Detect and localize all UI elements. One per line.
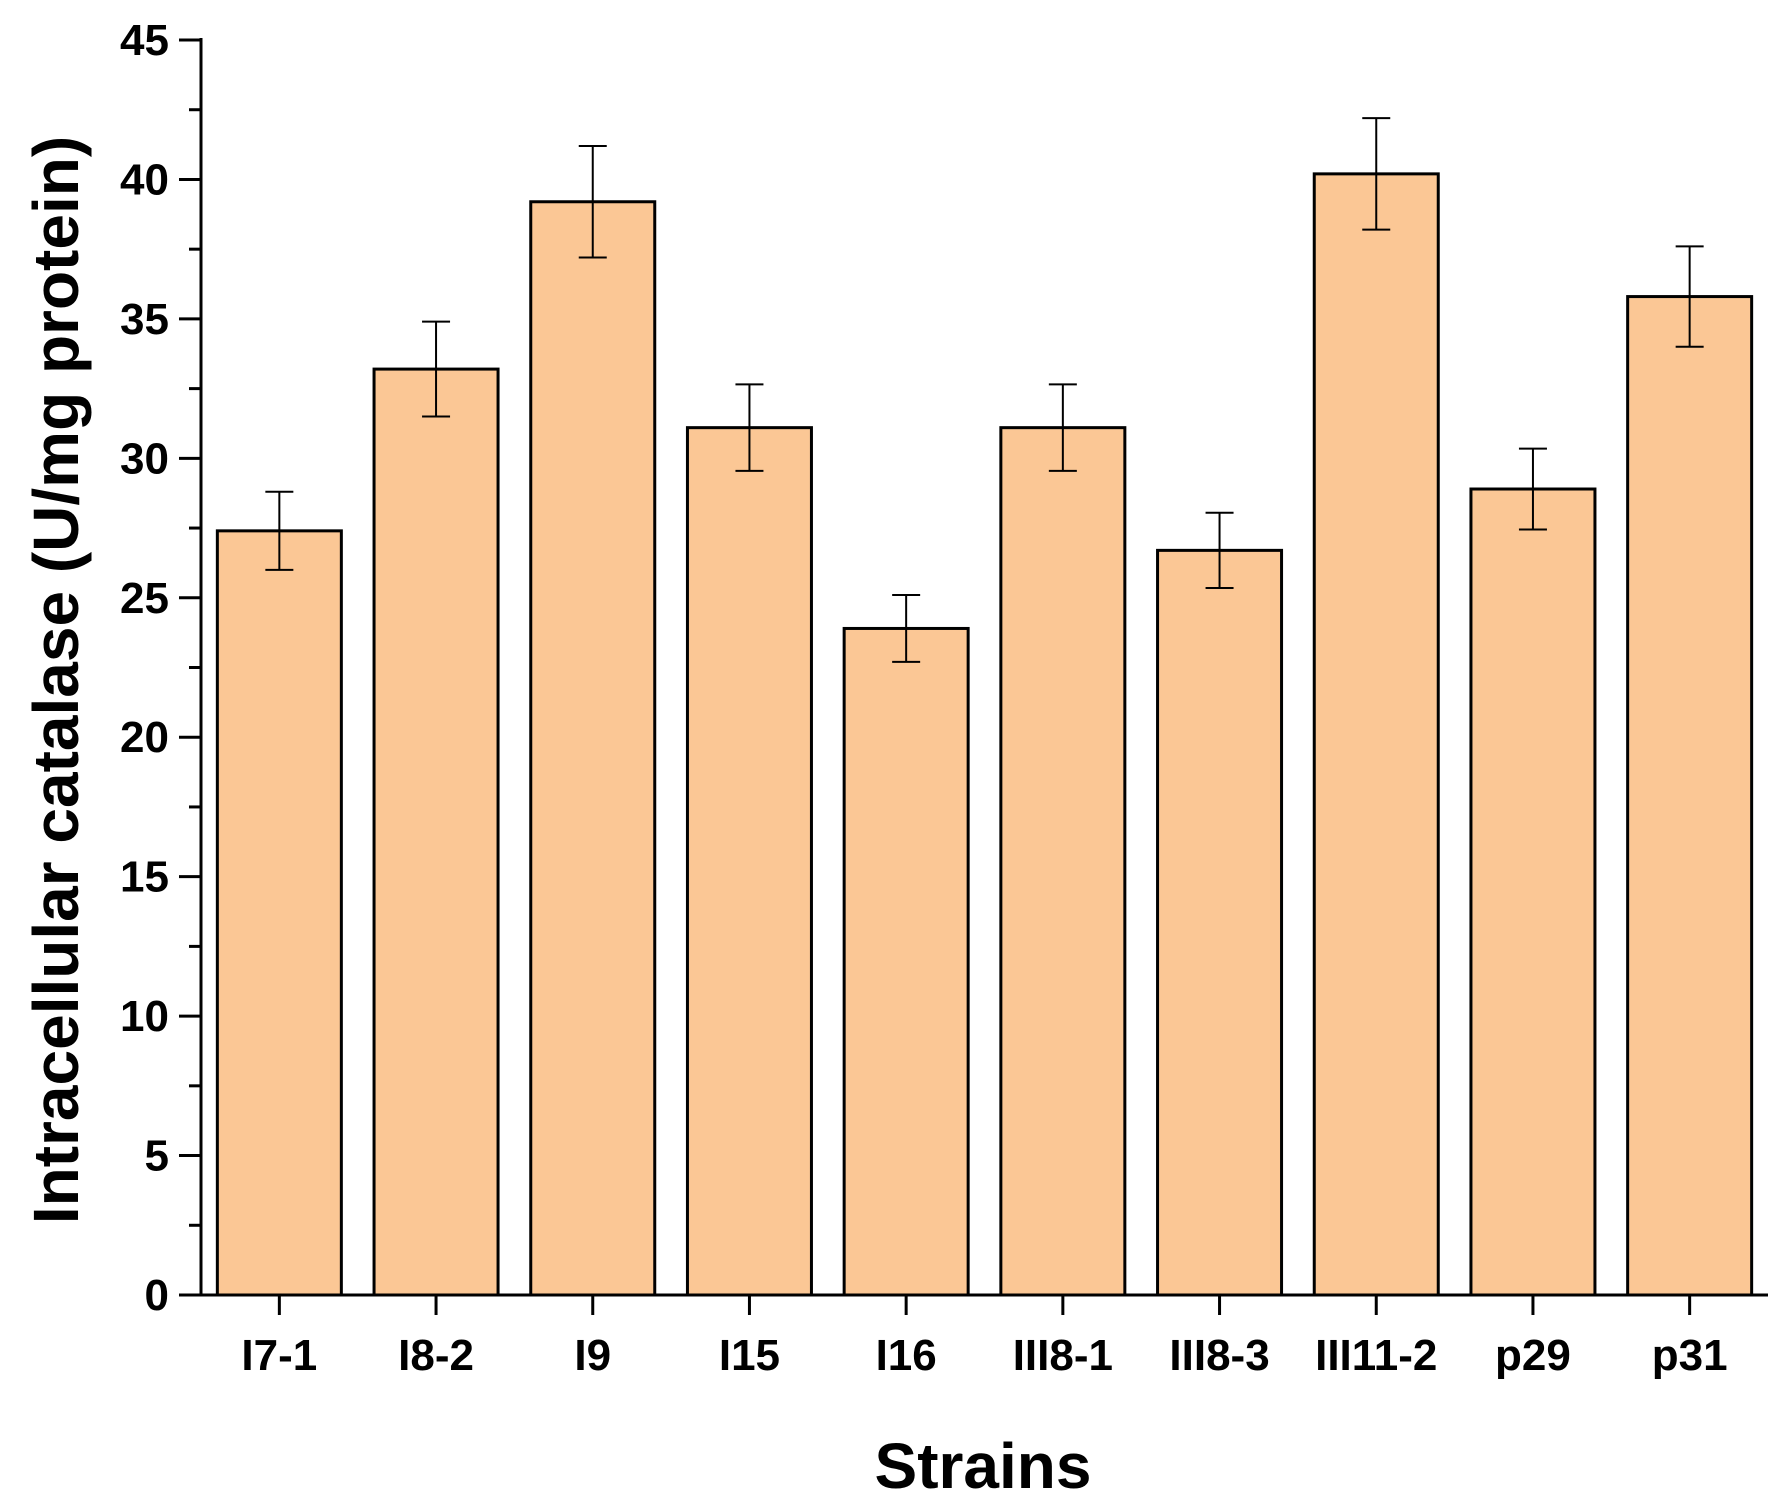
bar-I9 bbox=[529, 200, 657, 1297]
x-tick-label-III11-2: III11-2 bbox=[1315, 1331, 1437, 1380]
x-tick-label-I16: I16 bbox=[876, 1331, 937, 1380]
y-tick-label-45: 45 bbox=[120, 16, 169, 65]
x-tick-label-III8-1: III8-1 bbox=[1013, 1331, 1113, 1380]
bar-III8-1 bbox=[999, 426, 1127, 1297]
y-tick-label-25: 25 bbox=[120, 574, 169, 623]
x-tick-label-III8-3: III8-3 bbox=[1169, 1331, 1269, 1380]
y-tick-label-5: 5 bbox=[145, 1132, 169, 1181]
bar-I7-1 bbox=[215, 529, 343, 1297]
bar-p31 bbox=[1626, 295, 1754, 1297]
x-tick-label-I9: I9 bbox=[574, 1331, 611, 1380]
error-bars-group bbox=[265, 117, 1704, 663]
bar-I15 bbox=[685, 426, 813, 1297]
y-tick-label-20: 20 bbox=[120, 713, 169, 762]
bar-III11-2 bbox=[1312, 172, 1440, 1297]
x-tick-label-p29: p29 bbox=[1495, 1331, 1571, 1380]
bar-III8-3 bbox=[1156, 548, 1284, 1297]
bar-p29 bbox=[1469, 487, 1597, 1297]
y-tick-label-30: 30 bbox=[120, 434, 169, 483]
bars-group bbox=[215, 172, 1754, 1297]
x-tick-label-p31: p31 bbox=[1652, 1331, 1728, 1380]
y-tick-label-40: 40 bbox=[120, 155, 169, 204]
ticks-group: I7-1 I8-2 I9 I15 I16 III8-1 III8-3 III11-2 p29 p3… bbox=[120, 16, 1728, 1380]
y-axis-title: Intracellular catalase (U/mg protein) bbox=[20, 136, 92, 1224]
x-tick-label-I15: I15 bbox=[719, 1331, 780, 1380]
x-tick-label-I8-2: I8-2 bbox=[398, 1331, 474, 1380]
y-tick-label-35: 35 bbox=[120, 295, 169, 344]
x-axis-title: Strains bbox=[875, 1430, 1092, 1502]
bar-I8-2 bbox=[372, 367, 500, 1297]
y-tick-label-0: 0 bbox=[145, 1271, 169, 1320]
bar-I16 bbox=[842, 626, 970, 1297]
y-tick-label-15: 15 bbox=[120, 853, 169, 902]
y-tick-label-10: 10 bbox=[120, 992, 169, 1041]
x-tick-label-I7-1: I7-1 bbox=[241, 1331, 317, 1380]
